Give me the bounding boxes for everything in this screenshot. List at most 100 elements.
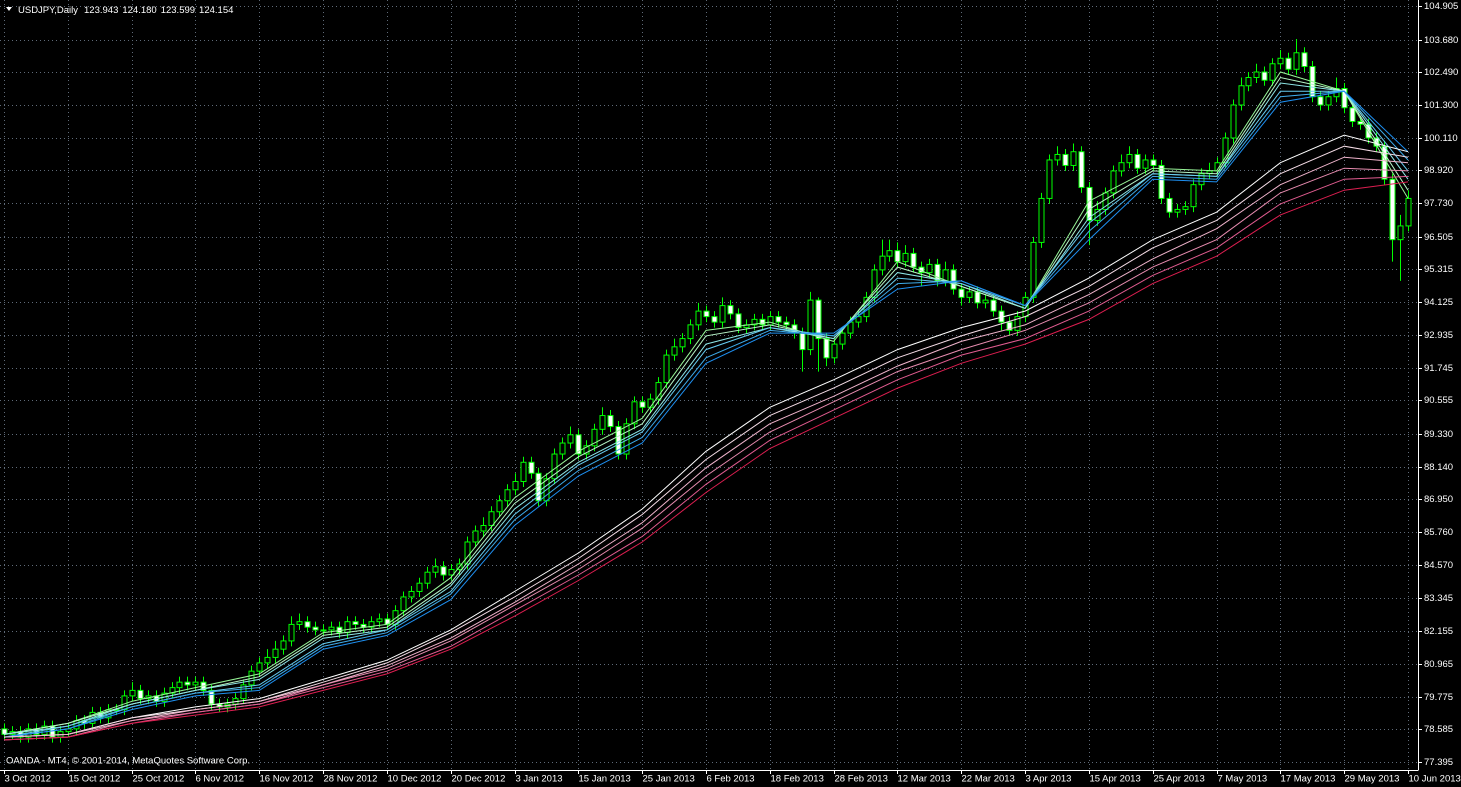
y-tick-label: 78.585	[1424, 724, 1453, 735]
candle-body	[1046, 159, 1053, 199]
y-tick-label: 86.950	[1424, 494, 1453, 505]
candle-body	[982, 299, 989, 304]
grid	[0, 0, 1418, 770]
candle-body	[966, 291, 973, 298]
candle-body	[1301, 52, 1308, 68]
candle-body	[1317, 96, 1324, 106]
candle-body	[974, 291, 981, 304]
candle-body	[1174, 208, 1181, 213]
candle-body	[990, 299, 997, 312]
x-tick-label: 22 Mar 2013	[962, 774, 1015, 785]
candle-body	[695, 310, 702, 326]
y-tick-label: 100.110	[1424, 133, 1458, 144]
candle-body	[1126, 153, 1133, 164]
chart-header: USDJPY,Daily 123.943 124.180 123.599 124.154	[18, 5, 233, 16]
candle-body	[910, 252, 917, 268]
candle-body	[328, 626, 335, 631]
candle-body	[631, 401, 638, 425]
candle-body	[448, 568, 455, 576]
x-tick-label: 28 Nov 2012	[324, 774, 378, 785]
candle-body	[208, 689, 215, 705]
candle-body	[1325, 96, 1332, 106]
candle-body	[559, 442, 566, 455]
candle-body	[567, 434, 574, 444]
moving-average-line	[3, 175, 1409, 741]
candle-body	[1198, 173, 1205, 186]
candle-body	[639, 401, 646, 408]
candle-body	[432, 566, 439, 573]
candle-body	[1293, 52, 1300, 70]
candle-body	[1269, 63, 1276, 81]
y-tick-label: 85.760	[1424, 527, 1453, 538]
candle-body	[679, 338, 686, 348]
candle-body	[1150, 159, 1157, 166]
candle-body	[879, 255, 886, 271]
candle-body	[934, 263, 941, 282]
candle-body	[1134, 153, 1141, 169]
moving-average-line	[3, 134, 1409, 738]
candle-body	[400, 596, 407, 612]
y-tick-label: 103.680	[1424, 35, 1458, 46]
candle-body	[599, 415, 606, 430]
candle-body	[1158, 164, 1165, 199]
candle-body	[1238, 85, 1245, 106]
copyright: OANDA - MT4, © 2001-2014, MetaQuotes Sof…	[6, 756, 250, 767]
candle-body	[504, 489, 511, 502]
x-tick-label: 20 Dec 2012	[452, 774, 506, 785]
y-tick-label: 84.570	[1424, 560, 1453, 571]
candle-body	[296, 621, 303, 625]
candle-body	[1166, 197, 1173, 213]
header-low: 123.599	[161, 5, 195, 16]
y-tick-label: 79.775	[1424, 692, 1453, 703]
candle-body	[759, 318, 766, 326]
header-close: 124.154	[199, 5, 233, 16]
x-tick-label: 18 Feb 2013	[771, 774, 824, 785]
candle-body	[575, 434, 582, 455]
candle-body	[344, 621, 351, 634]
candle-body	[520, 461, 527, 483]
candle-body	[871, 269, 878, 298]
candle-body	[655, 382, 662, 400]
y-tick-label: 77.395	[1424, 757, 1453, 768]
candle-body	[256, 662, 263, 672]
candle-body	[535, 472, 542, 502]
candle-body	[192, 681, 199, 686]
candle-body	[671, 346, 678, 356]
candle-body	[1070, 151, 1077, 166]
candle-body	[280, 640, 287, 650]
moving-average-line	[3, 156, 1409, 738]
candle-body	[1349, 107, 1356, 122]
x-tick-label: 3 Apr 2013	[1026, 774, 1072, 785]
y-tick-label: 97.730	[1424, 198, 1453, 209]
y-tick-label: 102.490	[1424, 67, 1458, 78]
x-tick-label: 25 Oct 2012	[133, 774, 185, 785]
x-tick-label: 12 Mar 2013	[898, 774, 951, 785]
header-open: 123.943	[84, 5, 118, 16]
x-tick-label: 15 Oct 2012	[69, 774, 121, 785]
candle-body	[831, 343, 838, 359]
moving-average-line	[3, 90, 1409, 738]
candle-body	[1341, 87, 1348, 109]
symbol-menu-arrow[interactable]	[6, 7, 12, 11]
candle-body	[1230, 104, 1237, 139]
y-tick-label: 96.505	[1424, 232, 1453, 243]
x-tick-label: 10 Jun 2013	[1409, 774, 1461, 785]
candle-body	[304, 621, 311, 628]
moving-averages	[3, 71, 1409, 741]
candle-body	[1285, 57, 1292, 70]
candle-body	[799, 332, 806, 351]
candle-body	[1397, 225, 1404, 241]
candle-body	[1078, 151, 1085, 188]
y-tick-label: 88.140	[1424, 462, 1453, 473]
tick-labels: 77.395 78.585 79.775 80.965 82.155 83.345 84.5…	[4, 1, 1461, 785]
x-tick-label: 6 Nov 2012	[196, 774, 245, 785]
candle-body	[137, 689, 144, 700]
candle-body	[894, 250, 901, 263]
y-tick-label: 92.935	[1424, 330, 1453, 341]
y-tick-label: 95.315	[1424, 264, 1453, 275]
candle-body	[1062, 153, 1069, 166]
candle-body	[272, 648, 279, 658]
candle-body	[264, 656, 271, 664]
y-tick-label: 80.965	[1424, 659, 1453, 670]
